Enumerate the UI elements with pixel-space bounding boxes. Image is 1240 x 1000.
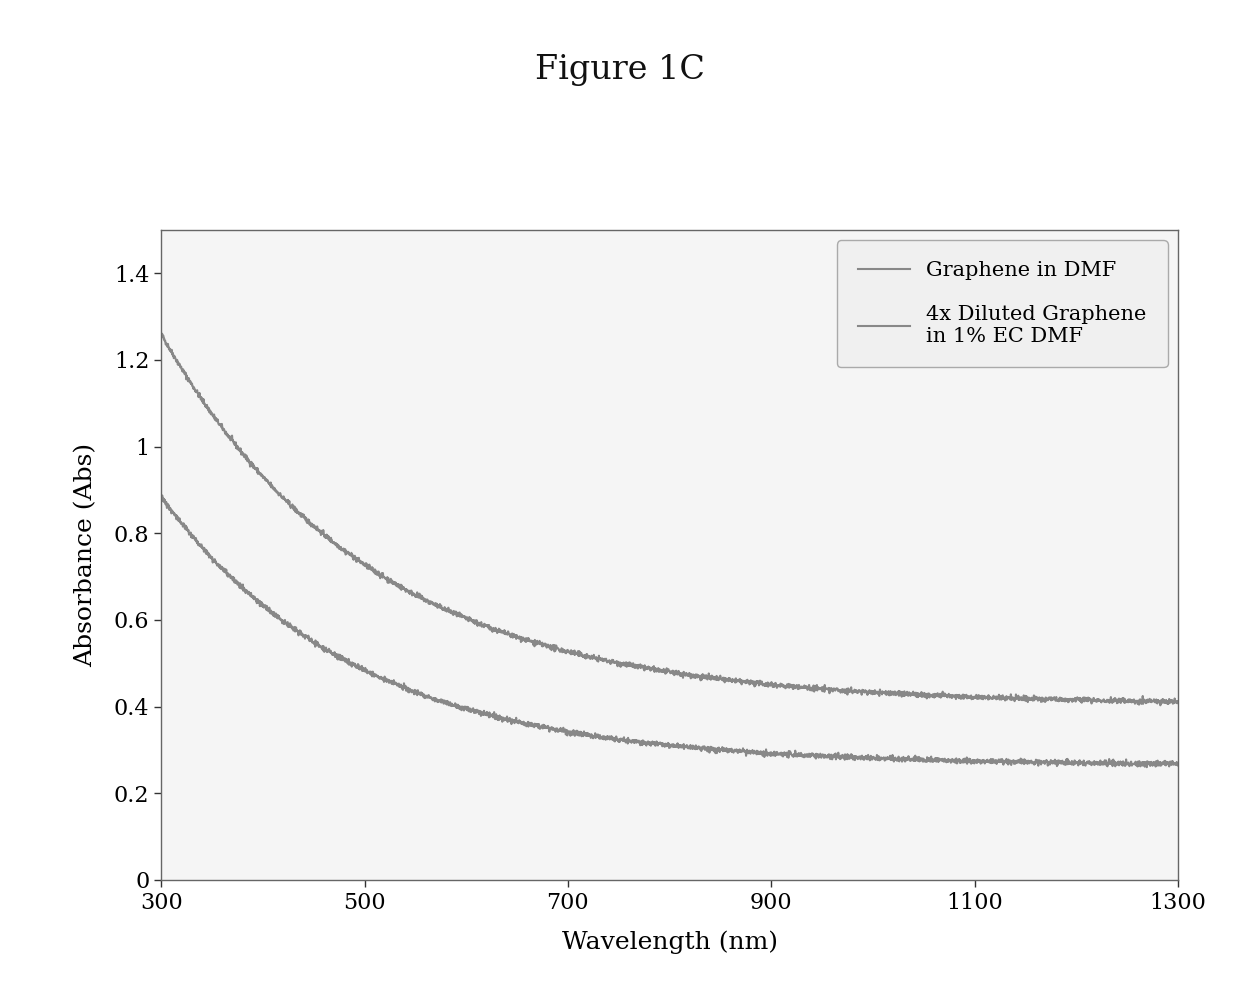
Line: 4x Diluted Graphene
in 1% EC DMF: 4x Diluted Graphene in 1% EC DMF — [161, 495, 1178, 767]
Graphene in DMF — [1151, 694, 1166, 706]
Graphene in DMF — [154, 327, 169, 339]
Graphene in DMF — [1042, 693, 1056, 705]
Graphene in DMF — [330, 541, 345, 553]
Graphene in DMF — [1153, 699, 1168, 711]
4x Diluted Graphene
in 1% EC DMF — [1042, 756, 1056, 768]
4x Diluted Graphene
in 1% EC DMF — [588, 732, 603, 744]
Y-axis label: Absorbance (Abs): Absorbance (Abs) — [74, 443, 97, 667]
4x Diluted Graphene
in 1% EC DMF — [270, 609, 285, 621]
Legend: Graphene in DMF, 4x Diluted Graphene
in 1% EC DMF: Graphene in DMF, 4x Diluted Graphene in … — [837, 240, 1168, 367]
Graphene in DMF — [270, 486, 285, 498]
Graphene in DMF — [588, 652, 603, 664]
4x Diluted Graphene
in 1% EC DMF — [155, 489, 170, 501]
4x Diluted Graphene
in 1% EC DMF — [544, 721, 559, 733]
X-axis label: Wavelength (nm): Wavelength (nm) — [562, 930, 777, 954]
4x Diluted Graphene
in 1% EC DMF — [1151, 758, 1166, 770]
4x Diluted Graphene
in 1% EC DMF — [154, 493, 169, 505]
4x Diluted Graphene
in 1% EC DMF — [1171, 759, 1185, 771]
Line: Graphene in DMF: Graphene in DMF — [161, 333, 1178, 705]
4x Diluted Graphene
in 1% EC DMF — [1140, 761, 1154, 773]
Graphene in DMF — [543, 643, 558, 655]
Text: Figure 1C: Figure 1C — [536, 54, 704, 86]
4x Diluted Graphene
in 1% EC DMF — [330, 654, 345, 666]
Graphene in DMF — [1171, 696, 1185, 708]
